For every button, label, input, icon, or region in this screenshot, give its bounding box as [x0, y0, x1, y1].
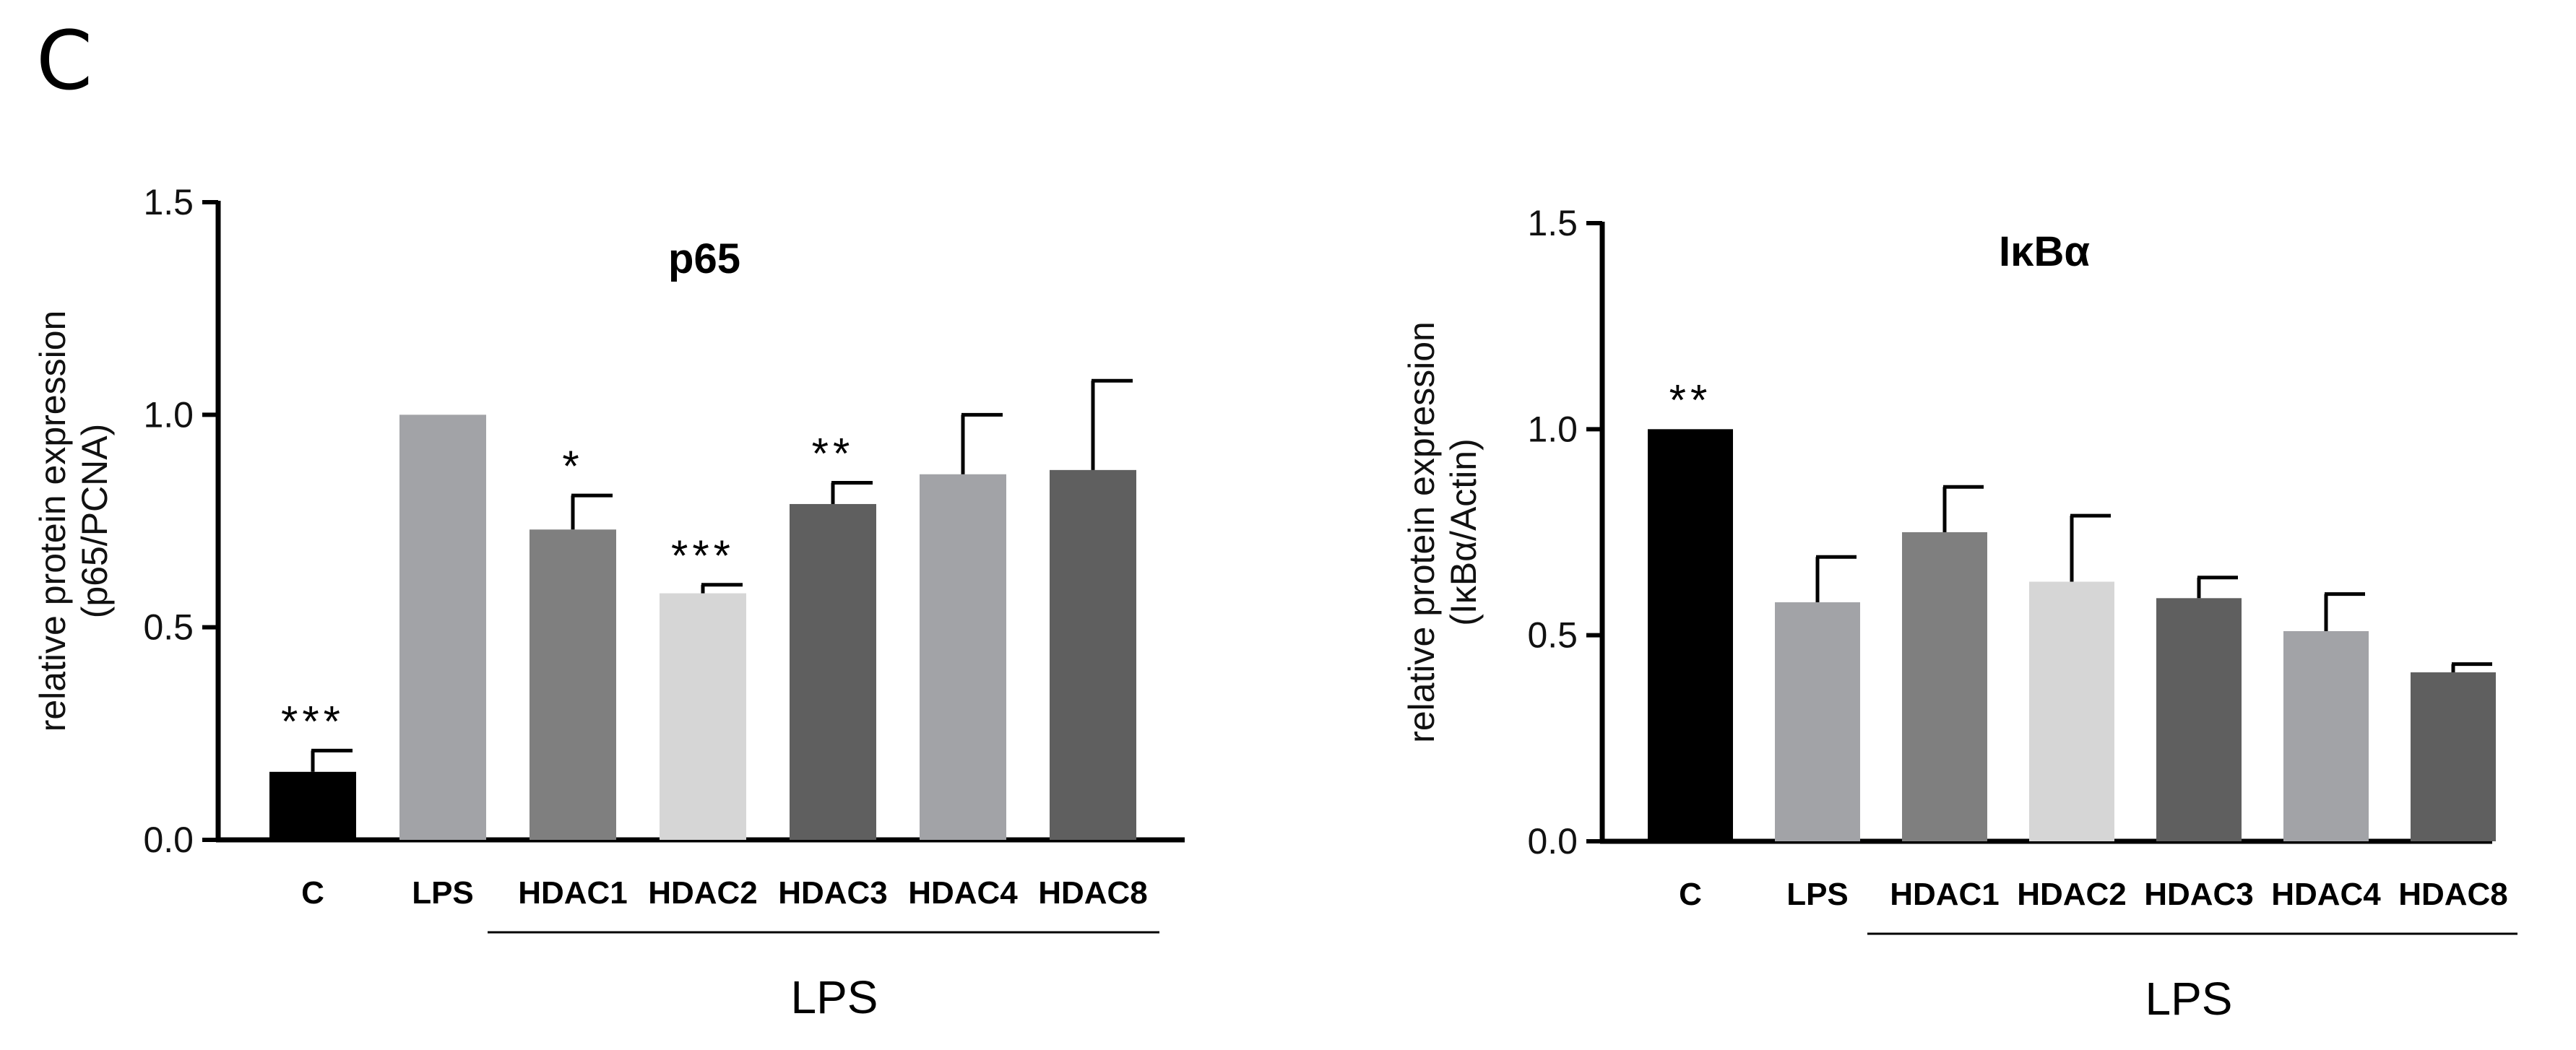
- chart2-x-tick-label: HDAC3: [2144, 877, 2254, 912]
- chart1-x-tick-label: C: [301, 875, 324, 911]
- chart1-significance-label: *: [562, 442, 583, 490]
- chart2-bar: [1648, 429, 1733, 841]
- chart2-x-tick-label: HDAC8: [2398, 877, 2508, 912]
- chart2-y-tick-label: 1.5: [1527, 203, 1578, 243]
- chart1-y-tick-label: 1.5: [143, 182, 194, 222]
- chart2-bar: [1775, 602, 1860, 841]
- chart2-bar: [1902, 532, 1987, 841]
- chart2-x-tick-label: HDAC2: [2017, 877, 2127, 912]
- chart1-bar: [530, 529, 616, 840]
- chart1-bar: [920, 474, 1006, 840]
- chart1-x-tick-label: HDAC4: [908, 875, 1018, 911]
- chart2-bar: [2029, 581, 2114, 841]
- chart1-group-label: LPS: [791, 971, 878, 1023]
- chart1-x-tick-label: HDAC1: [518, 875, 628, 911]
- chart2-significance-label: **: [1669, 376, 1712, 424]
- chart1-y-axis-label: relative protein expression: [33, 311, 73, 732]
- chart1-bar: [790, 503, 876, 840]
- chart2-bar: [2283, 630, 2369, 841]
- chart2-y-tick-label: 0.5: [1527, 615, 1578, 656]
- chart2-x-tick-label: C: [1679, 877, 1702, 912]
- chart2-y-axis-label: relative protein expression: [1401, 321, 1442, 743]
- chart2-y-axis-label-2: (IκBα/Actin): [1443, 438, 1484, 626]
- chart1-x-tick-label: HDAC8: [1038, 875, 1148, 911]
- chart1-bar: [660, 593, 746, 840]
- chart2-x-tick-label: HDAC4: [2271, 877, 2381, 912]
- chart1-x-tick-label: LPS: [412, 875, 474, 911]
- chart1-y-tick-label: 0.0: [143, 820, 194, 860]
- chart2-y-tick-label: 0.0: [1527, 821, 1578, 862]
- chart2-group-label: LPS: [2145, 973, 2233, 1025]
- chart2-bar: [2411, 672, 2496, 841]
- chart1-x-tick-label: HDAC2: [648, 875, 758, 911]
- chart1-significance-label: **: [812, 430, 855, 478]
- panel-label: C: [36, 14, 93, 108]
- chart2-x-tick-label: LPS: [1786, 877, 1849, 912]
- chart1-bar: [1050, 469, 1136, 840]
- chart1-bar: [399, 415, 486, 840]
- chart1-significance-label: ***: [671, 531, 735, 580]
- chart1-x-tick-label: HDAC3: [778, 875, 888, 911]
- chart1-significance-label: ***: [281, 697, 345, 745]
- chart2-x-tick-label: HDAC1: [1890, 877, 2000, 912]
- chart2-y-tick-label: 1.0: [1527, 409, 1578, 449]
- chart1-title: p65: [668, 235, 740, 282]
- chart2-title: IκBα: [1999, 228, 2090, 275]
- chart1-y-tick-label: 1.0: [143, 394, 194, 435]
- chart2-bar: [2156, 598, 2242, 841]
- chart1-y-tick-label: 0.5: [143, 607, 194, 648]
- chart1-y-axis-label-2: (p65/PCNA): [74, 424, 115, 619]
- chart1-bar: [269, 771, 356, 840]
